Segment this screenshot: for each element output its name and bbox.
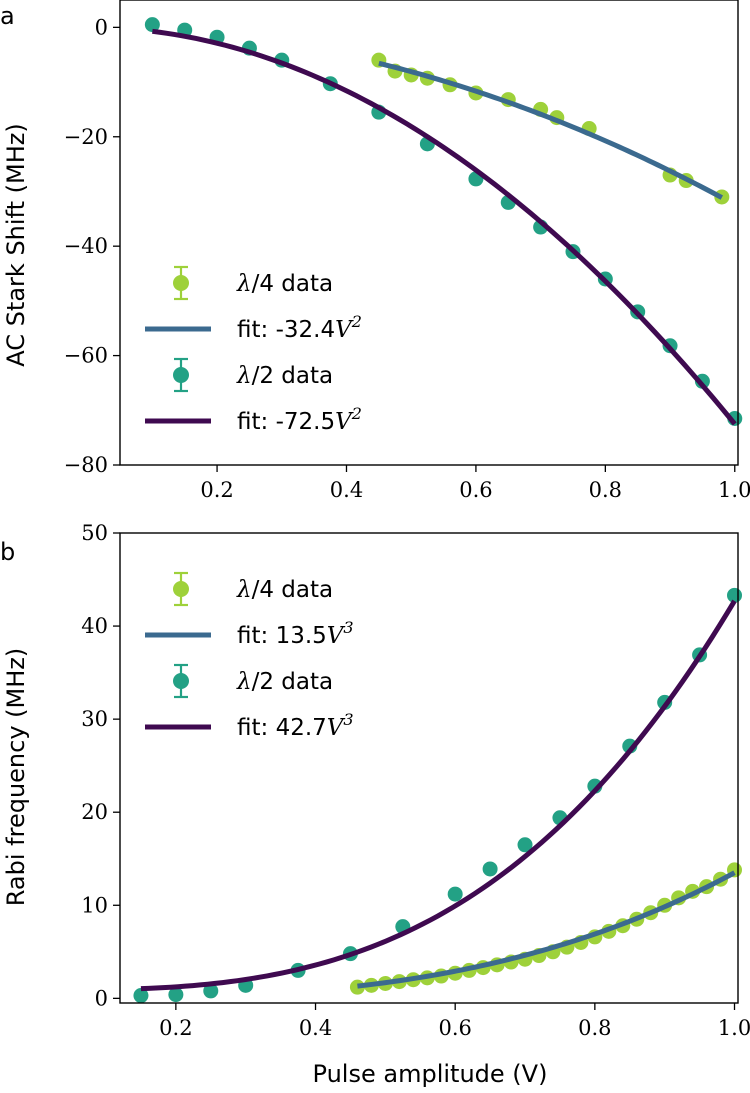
panel-a-legend-item: fit: -32.4V2 bbox=[145, 312, 362, 343]
panel-b-ytick-label: 50 bbox=[81, 521, 108, 545]
panel-b-data-point bbox=[482, 861, 498, 877]
panel-a-letter: a bbox=[0, 2, 15, 30]
panel-b-data-point bbox=[203, 983, 219, 999]
panel-b-legend-item: λ/4 data bbox=[173, 571, 333, 607]
svg-text:fit: 13.5V3: fit: 13.5V3 bbox=[237, 618, 354, 649]
panel-a-ylabel: AC Stark Shift (MHz) bbox=[2, 123, 30, 366]
panel-b-xtick-label: 1.0 bbox=[718, 1016, 750, 1040]
panel-b-legend-item: fit: 42.7V3 bbox=[145, 710, 354, 741]
panel-a-ytick-label: −20 bbox=[64, 125, 108, 149]
panel-a-xtick-label: 0.4 bbox=[330, 478, 363, 502]
svg-text:fit: -72.5V2: fit: -72.5V2 bbox=[237, 404, 362, 435]
svg-text:λ/2 data: λ/2 data bbox=[236, 669, 333, 695]
panel-b: b Rabi frequency (MHz) Pulse amplitude (… bbox=[0, 521, 750, 1088]
panel-b-legend-item: fit: 13.5V3 bbox=[145, 618, 354, 649]
svg-text:λ/2 data: λ/2 data bbox=[236, 363, 333, 389]
panel-b-data-point bbox=[168, 987, 184, 1003]
panel-b-legend-item: λ/2 data bbox=[173, 663, 333, 699]
panel-a-xtick-label: 1.0 bbox=[718, 478, 750, 502]
panel-a-legend: λ/4 data fit: -32.4V2 λ/2 data fit: -72.5V2 bbox=[145, 265, 362, 435]
panel-a-ytick-label: −60 bbox=[64, 344, 108, 368]
panel-b-fit-line bbox=[140, 599, 737, 992]
panel-a-marks bbox=[144, 17, 743, 426]
panel-a-ytick-label: −40 bbox=[64, 234, 108, 258]
panel-a-legend-item: λ/2 data bbox=[173, 357, 333, 393]
panel-b-xtick-label: 0.2 bbox=[159, 1016, 192, 1040]
panel-b-data-point bbox=[133, 988, 149, 1004]
panel-a-fit-line bbox=[152, 28, 737, 426]
panel-b-legend: λ/4 data fit: 13.5V3 λ/2 data fit: 42.7V3 bbox=[145, 571, 354, 741]
panel-a-data-point bbox=[144, 17, 160, 33]
panel-a-legend-item: λ/4 data bbox=[173, 265, 333, 301]
panel-b-ytick-label: 20 bbox=[81, 800, 108, 824]
panel-a-xtick-label: 0.6 bbox=[459, 478, 492, 502]
panel-a-frame bbox=[119, 0, 739, 466]
panel-b-ytick-label: 30 bbox=[81, 707, 108, 731]
panel-b-data-point bbox=[517, 837, 533, 853]
panel-b-data-point bbox=[447, 886, 463, 902]
panel-b-ytick-label: 10 bbox=[81, 893, 108, 917]
svg-text:λ/4 data: λ/4 data bbox=[236, 271, 333, 297]
panel-a-xtick-label: 0.2 bbox=[200, 478, 233, 502]
panel-a: a AC Stark Shift (MHz) 0.2 0.4 0.6 0.8 1.0 0 −… bbox=[0, 0, 750, 502]
panel-b-xlabel: Pulse amplitude (V) bbox=[313, 1060, 548, 1088]
svg-text:fit: 42.7V3: fit: 42.7V3 bbox=[237, 710, 354, 741]
svg-text:fit: -32.4V2: fit: -32.4V2 bbox=[237, 312, 362, 343]
panel-a-ytick-label: 0 bbox=[95, 15, 108, 39]
svg-text:λ/4 data: λ/4 data bbox=[236, 577, 333, 603]
panel-b-ticks: 0.2 0.4 0.6 0.8 1.0 0 10 20 30 40 50 bbox=[81, 521, 750, 1040]
panel-b-fit-line bbox=[357, 870, 736, 989]
panel-a-ytick-label: −80 bbox=[64, 453, 108, 477]
panel-b-xtick-label: 0.4 bbox=[299, 1016, 332, 1040]
panel-b-letter: b bbox=[0, 538, 15, 566]
panel-b-xtick-label: 0.8 bbox=[578, 1016, 611, 1040]
panel-b-xtick-label: 0.6 bbox=[438, 1016, 471, 1040]
panel-a-xtick-label: 0.8 bbox=[589, 478, 622, 502]
panel-b-data-point bbox=[727, 587, 743, 603]
panel-b-frame bbox=[119, 532, 739, 1004]
panel-b-ytick-label: 0 bbox=[95, 986, 108, 1010]
panel-a-legend-item: fit: -72.5V2 bbox=[145, 404, 362, 435]
panel-b-ytick-label: 40 bbox=[81, 614, 108, 638]
panel-a-fit-line bbox=[378, 60, 723, 200]
panel-b-marks bbox=[133, 587, 743, 1004]
panel-a-ticks: 0.2 0.4 0.6 0.8 1.0 0 −20 −40 −60 −80 bbox=[64, 15, 750, 502]
panel-b-ylabel: Rabi frequency (MHz) bbox=[2, 648, 30, 906]
